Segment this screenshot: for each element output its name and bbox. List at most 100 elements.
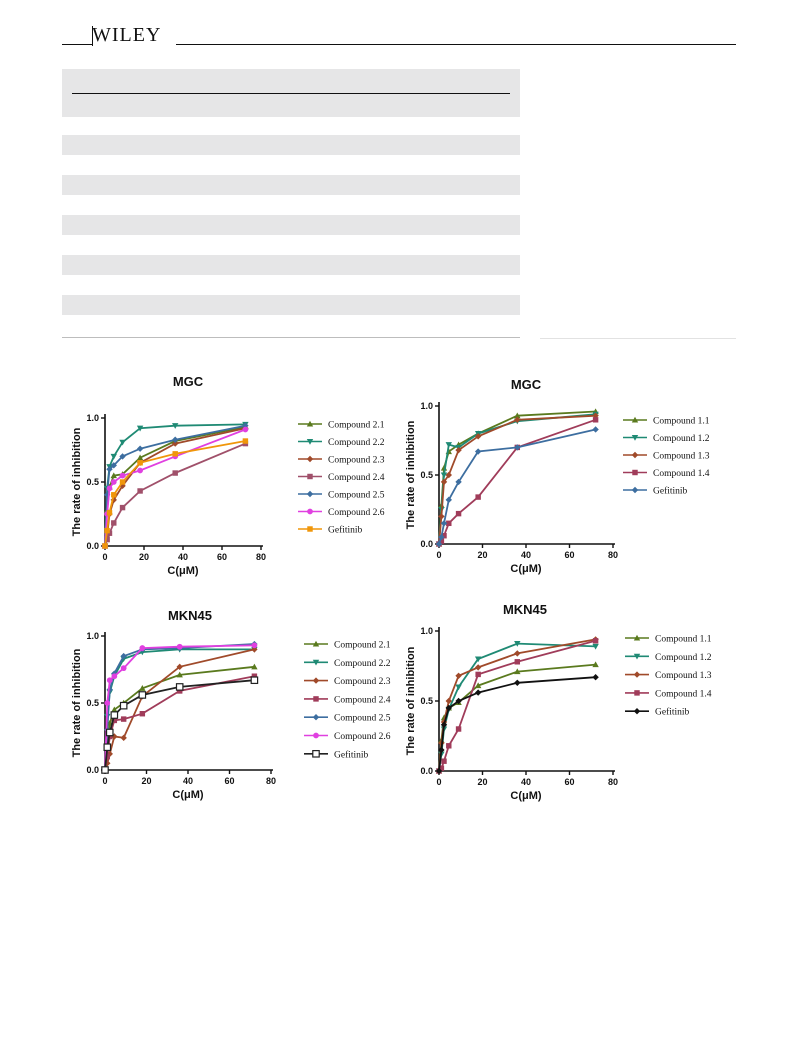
chart-title: MKN45 bbox=[168, 608, 212, 623]
y-axis-label: The rate of inhibition bbox=[71, 648, 83, 757]
data-point bbox=[474, 448, 482, 455]
data-point bbox=[455, 697, 462, 705]
data-point bbox=[514, 416, 521, 423]
legend-entry: Compound 1.4 bbox=[625, 689, 712, 699]
legend-marker bbox=[633, 708, 641, 715]
legend-entry: Compound 2.5 bbox=[298, 491, 385, 501]
data-point bbox=[136, 445, 144, 452]
data-point bbox=[110, 462, 117, 469]
chart-title: MGC bbox=[511, 377, 542, 392]
data-point bbox=[445, 496, 452, 504]
legend-marker bbox=[633, 671, 641, 678]
chart-title: MGC bbox=[173, 374, 204, 389]
legend-marker bbox=[631, 486, 639, 494]
data-point bbox=[514, 668, 521, 675]
legend-label: Gefitinib bbox=[328, 525, 363, 536]
series-line bbox=[438, 676, 596, 772]
data-point bbox=[104, 753, 111, 760]
data-point bbox=[104, 536, 110, 543]
data-point bbox=[104, 700, 111, 706]
data-point bbox=[438, 538, 445, 544]
series-line bbox=[104, 428, 246, 547]
legend-label: Compound 1.1 bbox=[655, 635, 712, 645]
legend-entry: Compound 2.3 bbox=[304, 677, 391, 687]
legend-entry: Compound 2.1 bbox=[298, 421, 385, 431]
series-line bbox=[104, 424, 246, 547]
x-tick-label: 40 bbox=[183, 776, 193, 786]
legend-label: Gefitinib bbox=[334, 749, 369, 760]
data-point bbox=[440, 478, 448, 486]
data-point bbox=[251, 646, 258, 653]
legend-marker bbox=[306, 438, 314, 445]
data-point bbox=[438, 746, 445, 754]
x-tick-label: 80 bbox=[608, 777, 618, 787]
y-tick-label: 1.0 bbox=[86, 413, 99, 423]
data-point bbox=[446, 743, 452, 749]
legend-label: Compound 2.5 bbox=[334, 714, 391, 724]
data-point bbox=[242, 426, 249, 433]
table-row bbox=[62, 255, 520, 275]
data-point bbox=[435, 767, 443, 775]
chart-2: MGC 0 20 40 60 80 0.0 0.5 1.0 C(μM) The rate of in… bbox=[405, 377, 710, 575]
legend-entry: Compound 1.4 bbox=[623, 469, 710, 479]
legend-marker bbox=[632, 469, 638, 476]
legend-marker bbox=[313, 732, 319, 739]
data-point bbox=[251, 673, 258, 679]
x-tick-label: 60 bbox=[564, 777, 574, 787]
data-point bbox=[474, 689, 482, 696]
series-5 bbox=[435, 426, 599, 548]
data-point bbox=[111, 520, 117, 526]
series-3 bbox=[101, 646, 258, 774]
table-header-rule bbox=[72, 93, 510, 94]
data-point bbox=[111, 673, 118, 680]
data-point bbox=[441, 758, 447, 764]
data-point bbox=[119, 472, 126, 479]
data-point bbox=[172, 436, 179, 443]
data-point bbox=[175, 683, 184, 691]
y-tick-label: 0.0 bbox=[420, 539, 433, 549]
data-point bbox=[119, 439, 126, 446]
y-tick-label: 1.0 bbox=[420, 401, 433, 411]
data-point bbox=[104, 527, 110, 534]
legend-label: Gefitinib bbox=[655, 707, 690, 718]
data-point bbox=[446, 520, 452, 527]
data-point bbox=[592, 426, 599, 433]
legend-marker bbox=[633, 634, 641, 641]
data-point bbox=[475, 494, 481, 500]
y-tick-label: 0.0 bbox=[420, 766, 433, 776]
y-axis-label: The rate of inhibition bbox=[405, 646, 417, 755]
data-point bbox=[455, 672, 462, 679]
series-line bbox=[104, 440, 246, 547]
data-point bbox=[172, 470, 178, 476]
y-tick-label: 0.5 bbox=[86, 477, 99, 487]
legend-label: Gefitinib bbox=[653, 486, 688, 497]
legend-label: Compound 2.6 bbox=[328, 508, 385, 518]
data-point bbox=[514, 412, 521, 419]
data-point bbox=[455, 510, 462, 517]
data-point bbox=[137, 467, 143, 474]
data-point bbox=[435, 540, 443, 548]
data-point bbox=[102, 543, 108, 549]
data-point bbox=[110, 479, 117, 485]
x-axis-label: C(μM) bbox=[172, 789, 204, 801]
x-tick-label: 60 bbox=[564, 550, 574, 560]
x-tick-label: 40 bbox=[521, 550, 531, 560]
legend-label: Compound 1.1 bbox=[653, 417, 710, 427]
data-point bbox=[136, 454, 144, 461]
data-point bbox=[438, 513, 445, 520]
data-point bbox=[455, 478, 462, 486]
legend-entry: Gefitinib bbox=[623, 486, 688, 497]
data-point bbox=[176, 671, 183, 678]
legend-label: Compound 2.3 bbox=[328, 456, 385, 466]
legend-entry: Gefitinib bbox=[304, 749, 369, 760]
x-axis-label: C(μM) bbox=[510, 790, 542, 802]
x-tick-label: 0 bbox=[436, 550, 441, 560]
data-point bbox=[111, 706, 118, 713]
x-tick-label: 40 bbox=[178, 552, 188, 562]
data-point bbox=[475, 671, 481, 678]
legend-label: Compound 1.4 bbox=[655, 689, 712, 699]
data-point bbox=[139, 645, 146, 651]
legend-marker bbox=[631, 451, 639, 459]
legend-label: Compound 2.1 bbox=[328, 421, 385, 431]
data-point bbox=[110, 711, 119, 719]
